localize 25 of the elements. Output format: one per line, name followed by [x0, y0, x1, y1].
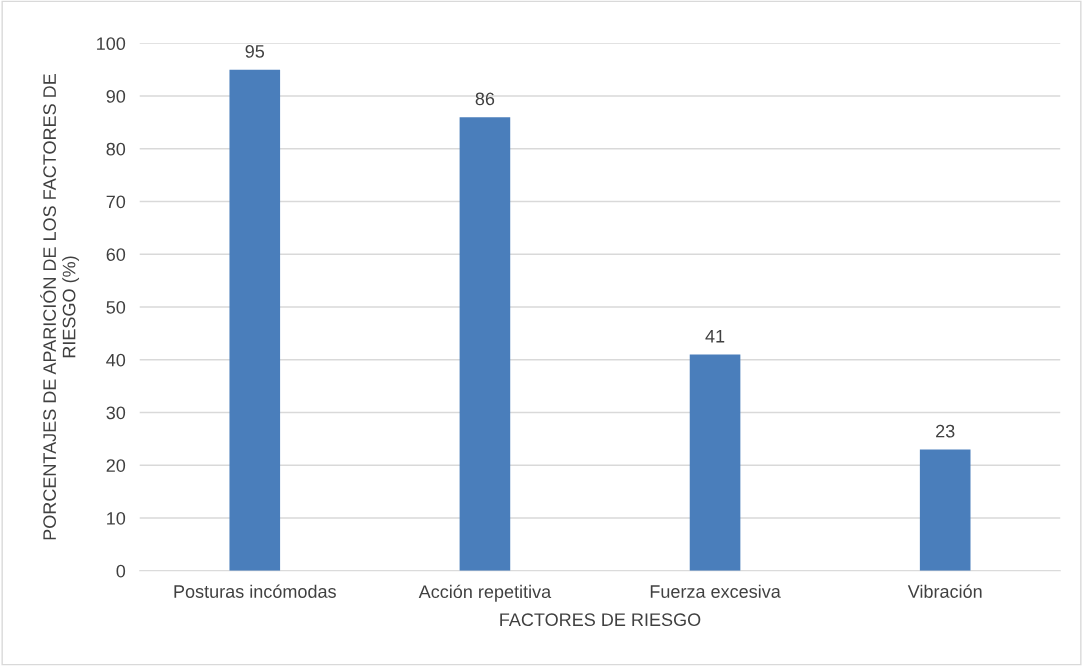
- x-tick-label: Acción repetitiva: [418, 584, 552, 602]
- bar: [229, 69, 281, 571]
- data-label: 86: [475, 92, 495, 106]
- y-tick-label: 60: [106, 248, 126, 261]
- y-tick-label: 80: [106, 142, 126, 156]
- y-tick-label: 70: [106, 195, 126, 209]
- bar: [689, 354, 741, 571]
- x-tick-label: Posturas incómodas: [174, 584, 336, 598]
- x-tick-label: Vibración: [907, 584, 982, 598]
- data-label: 95: [245, 44, 265, 58]
- y-tick-label: 100: [97, 37, 126, 51]
- y-tick-label: 40: [106, 353, 126, 367]
- y-tick-label: 50: [106, 300, 126, 314]
- x-axis-title: FACTORES DE RIESGO: [500, 613, 701, 627]
- y-tick-label: 30: [106, 406, 126, 420]
- data-label: 23: [936, 424, 955, 438]
- y-tick-label: 20: [106, 459, 126, 472]
- y-tick-label: 0: [116, 564, 126, 578]
- y-axis-title: PORCENTAJES DE APARICIÓN DE LOS FACTORES DE RIESGO (%): [40, 74, 80, 540]
- data-label: 41: [705, 330, 725, 343]
- y-tick-label: 90: [106, 89, 126, 103]
- bar: [459, 117, 511, 571]
- bar: [919, 449, 971, 571]
- y-tick-label: 10: [107, 511, 126, 525]
- x-tick-label: Fuerza excesiva: [650, 584, 781, 598]
